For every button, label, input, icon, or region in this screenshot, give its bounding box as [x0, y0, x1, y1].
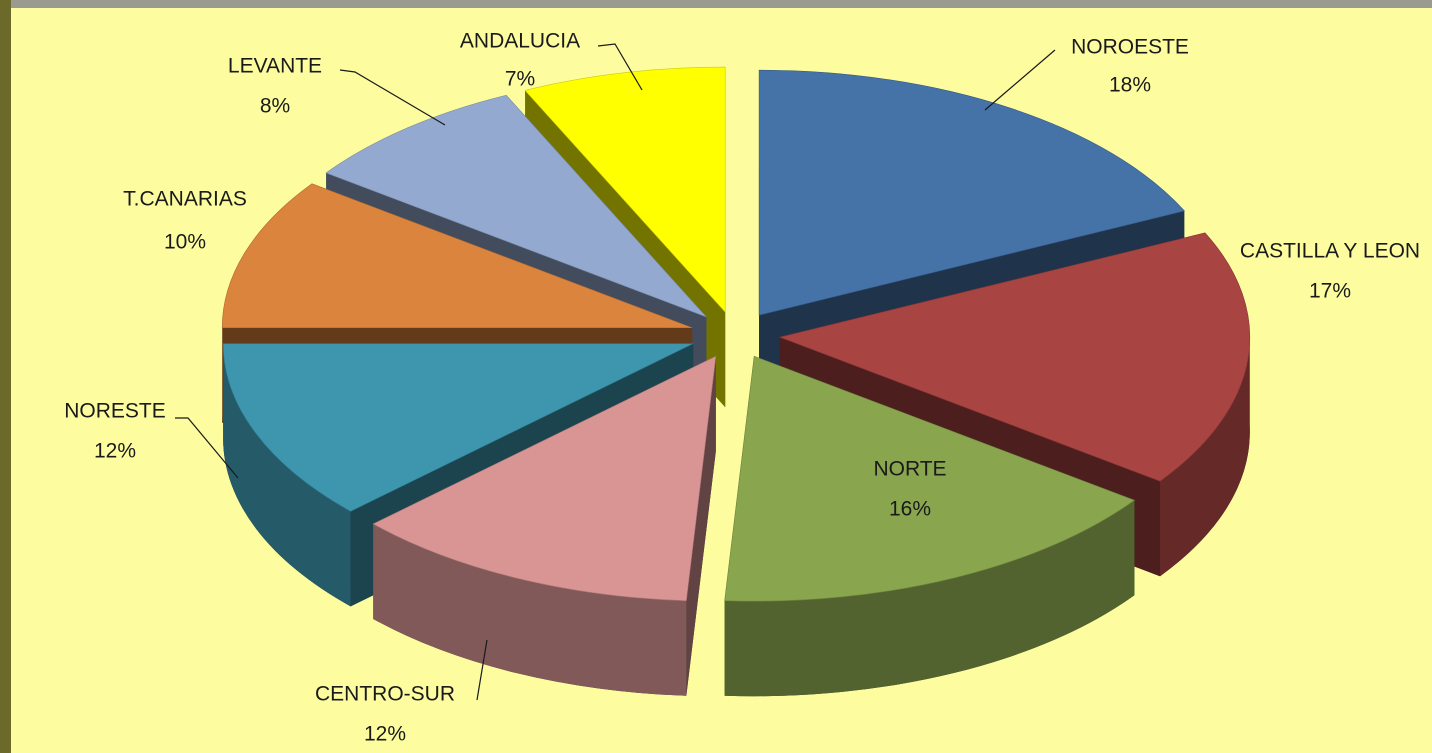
- leader-line: [339, 69, 446, 126]
- value-label: 12%: [94, 440, 136, 463]
- left-border: [0, 0, 11, 753]
- category-label: T.CANARIAS: [123, 188, 247, 211]
- leader-line: [476, 639, 488, 701]
- category-label: NOROESTE: [1071, 36, 1189, 59]
- value-label: 17%: [1309, 280, 1351, 303]
- slice-top: [221, 183, 693, 329]
- category-label: NORESTE: [64, 400, 166, 423]
- slice-top: [758, 69, 1185, 316]
- slice-top: [222, 343, 694, 512]
- slice-side: [724, 500, 1135, 697]
- pie: [221, 66, 1251, 697]
- category-label: NORTE: [873, 458, 946, 481]
- slice-top: [524, 66, 726, 313]
- value-label: 12%: [364, 723, 406, 746]
- value-label: 8%: [260, 95, 290, 118]
- slice-top: [778, 232, 1251, 482]
- category-label: LEVANTE: [228, 55, 322, 78]
- category-label: CASTILLA Y LEON: [1240, 240, 1420, 263]
- value-label: 18%: [1109, 74, 1151, 97]
- slice-top: [325, 94, 707, 318]
- leader-line: [597, 43, 643, 91]
- slice: [724, 355, 1136, 697]
- leader-line: [984, 49, 1056, 111]
- value-label: 7%: [505, 68, 535, 91]
- leader-line: [175, 417, 239, 479]
- slice: [778, 232, 1251, 577]
- slice-top: [372, 355, 717, 602]
- value-label: 16%: [889, 498, 931, 521]
- slice: [372, 355, 717, 696]
- slice-top: [724, 355, 1136, 602]
- labels: NOROESTE 18% CASTILLA Y LEON 17% NORTE 16% CEN…: [64, 30, 1420, 746]
- category-label: ANDALUCIA: [460, 30, 580, 53]
- slice-side: [1160, 337, 1250, 577]
- value-label: 10%: [164, 231, 206, 254]
- top-border: [0, 0, 1432, 8]
- slice-side: [373, 523, 687, 696]
- slice-side: [223, 343, 351, 607]
- category-label: CENTRO-SUR: [315, 683, 455, 706]
